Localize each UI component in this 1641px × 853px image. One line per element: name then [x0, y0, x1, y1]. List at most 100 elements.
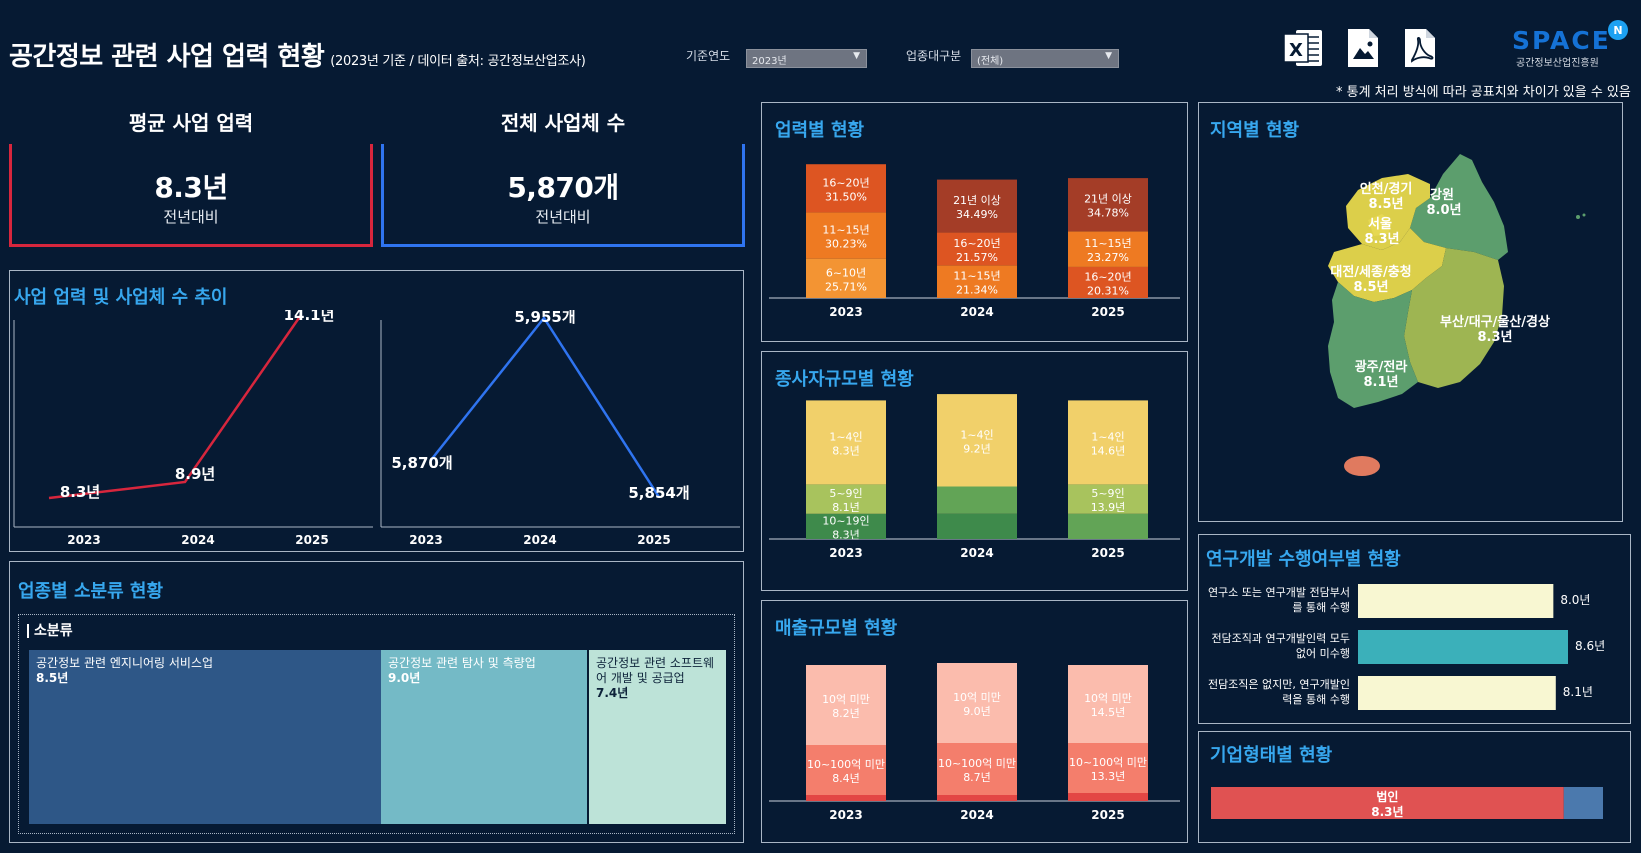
- excel-icon[interactable]: X: [1282, 27, 1324, 69]
- bar-segment-value: 31.50%: [825, 190, 867, 203]
- map-region-jeolla[interactable]: [1328, 282, 1418, 408]
- map-region-seoul[interactable]: [1368, 214, 1392, 236]
- bar-segment-value: 34.49%: [956, 208, 998, 221]
- rnd-bar-value: 8.1년: [1563, 685, 1593, 699]
- bar-segment[interactable]: [937, 265, 1017, 298]
- employees-chart: 202310~19인8.3년5~9인8.1년1~4인8.3년20241~4인9.…: [769, 394, 1180, 560]
- bar-segment[interactable]: [1068, 178, 1148, 232]
- treemap-cell-survey[interactable]: 공간정보 관련 탐사 및 측량업 9.0년: [381, 650, 587, 824]
- rnd-bar-value: 8.0년: [1560, 593, 1590, 607]
- page-title: 공간정보 관련 사업 업력 현황 (2023년 기준 / 데이터 출처: 공간정보…: [9, 36, 586, 73]
- trend-years-point-label: 8.9년: [175, 465, 215, 483]
- bar-segment[interactable]: [937, 486, 1017, 514]
- bar-segment[interactable]: [937, 743, 1017, 795]
- corp-bar-other[interactable]: [1563, 787, 1603, 819]
- bar-segment[interactable]: [1068, 484, 1148, 514]
- bar-segment[interactable]: [937, 394, 1017, 487]
- map-region-gangwon[interactable]: [1410, 154, 1508, 260]
- bar-segment[interactable]: [1068, 665, 1148, 743]
- history-title: 업력별 현황: [775, 120, 865, 141]
- bar-segment[interactable]: [806, 665, 886, 745]
- bar-segment-label: 1~4인: [829, 430, 862, 443]
- bar-year-label: 2023: [829, 808, 862, 822]
- page-subtitle: (2023년 기준 / 데이터 출처: 공간정보산업조사): [330, 54, 586, 69]
- rnd-bar[interactable]: [1358, 630, 1568, 664]
- map-label-seoul: 서울: [1368, 216, 1392, 232]
- bar-segment-label: 11~15년: [953, 270, 1000, 283]
- map-value-seoul: 8.3년: [1365, 232, 1400, 247]
- map-value-gyeongsang: 8.3년: [1478, 330, 1513, 345]
- bar-year-label: 2025: [1091, 305, 1124, 319]
- bar-segment-value: 8.1년: [832, 501, 860, 514]
- kpi-avg-header: 평균 사업 업력: [9, 102, 373, 144]
- bar-segment[interactable]: [1068, 400, 1148, 485]
- bar-segment[interactable]: [1068, 266, 1148, 298]
- bar-segment-label: 10억 미만: [822, 693, 870, 706]
- bar-segment[interactable]: [937, 513, 1017, 539]
- trend-panel: [9, 270, 744, 552]
- bar-segment[interactable]: [806, 400, 886, 485]
- bar-segment-label: 1~4인: [1091, 430, 1124, 443]
- pdf-icon[interactable]: [1403, 27, 1437, 69]
- logo: SPACE 공간정보산업진흥원 N: [1512, 20, 1632, 72]
- bar-segment[interactable]: [806, 484, 886, 514]
- kpi-count-header: 전체 사업체 수: [381, 102, 745, 144]
- bar-segment[interactable]: [1068, 743, 1148, 793]
- map-region-jeju[interactable]: [1344, 456, 1380, 476]
- rnd-bar[interactable]: [1358, 584, 1554, 618]
- bar-segment[interactable]: [806, 164, 886, 213]
- map-region-chungcheong[interactable]: [1328, 228, 1446, 302]
- bar-segment-value: 30.23%: [825, 238, 867, 251]
- cell-value: 7.4년: [596, 686, 629, 700]
- kpi-count-sub: 전년대비: [535, 208, 591, 226]
- image-icon[interactable]: [1346, 27, 1380, 69]
- map-region-gyeongsang[interactable]: [1404, 248, 1504, 388]
- industry-filter-dropdown[interactable]: (전체) ▼: [971, 49, 1119, 68]
- corp-bar-value: 8.3년: [1371, 805, 1403, 819]
- map-value-chungcheong: 8.5년: [1354, 280, 1389, 295]
- year-filter-dropdown[interactable]: 2023년 ▼: [746, 49, 867, 68]
- rnd-bar[interactable]: [1358, 676, 1556, 710]
- bar-segment[interactable]: [1068, 513, 1148, 539]
- cell-value: 9.0년: [388, 671, 421, 685]
- treemap-cell-engineering[interactable]: 공간정보 관련 엔지니어링 서비스업 8.5년: [29, 650, 381, 824]
- korea-map: 인천/경기 8.5년 강원 8.0년 서울 8.3년 대전/세종/충청 8.5년…: [1328, 154, 1586, 476]
- bar-segment[interactable]: [937, 179, 1017, 233]
- rnd-row-label: 연구소 또는 연구개발 전담부서: [1208, 586, 1350, 599]
- trend-years-line: [48, 314, 303, 500]
- corp-bar-label: 법인: [1376, 789, 1398, 804]
- bar-segment[interactable]: [806, 258, 886, 298]
- bar-segment[interactable]: [937, 795, 1017, 801]
- kpi-count-card: 5,870개 전년대비: [381, 144, 745, 247]
- map-label-chungcheong: 대전/세종/충청: [1330, 264, 1411, 280]
- trend-year-label: 2025: [637, 533, 670, 547]
- industry-panel: [9, 561, 744, 843]
- map-region-gyeonggi[interactable]: [1346, 174, 1430, 250]
- rnd-bar-value: 8.6년: [1575, 639, 1605, 653]
- bar-segment[interactable]: [806, 745, 886, 795]
- cell-name: 공간정보 관련 탐사 및 측량업: [388, 656, 536, 670]
- bar-segment[interactable]: [1068, 793, 1148, 801]
- trend-count-line: [430, 315, 661, 498]
- industry-filter-label: 업종대구분: [906, 49, 962, 63]
- corp-bar-corporate[interactable]: [1211, 787, 1564, 819]
- bar-segment-value: 34.78%: [1087, 207, 1129, 220]
- bar-year-label: 2025: [1091, 808, 1124, 822]
- employees-panel: [761, 351, 1188, 591]
- bar-year-label: 2024: [960, 546, 993, 560]
- title-text: 공간정보 관련 사업 업력 현황: [9, 42, 325, 72]
- bar-segment[interactable]: [806, 212, 886, 259]
- bar-segment[interactable]: [937, 232, 1017, 266]
- bar-segment[interactable]: [937, 663, 1017, 743]
- kpi-avg-sub: 전년대비: [163, 208, 219, 226]
- bar-segment[interactable]: [806, 513, 886, 539]
- chevron-down-icon: ▼: [1105, 51, 1112, 61]
- treemap-cell-software[interactable]: 공간정보 관련 소프트웨어 개발 및 공급업 7.4년: [589, 650, 726, 824]
- bar-segment-value: 14.5년: [1091, 706, 1126, 719]
- industry-filter-value: (전체): [977, 56, 1004, 67]
- bar-segment-label: 11~15년: [1084, 237, 1131, 250]
- bar-segment[interactable]: [1068, 231, 1148, 267]
- bar-segment-label: 5~9인: [1091, 487, 1124, 500]
- trend-year-label: 2023: [409, 533, 442, 547]
- bar-segment[interactable]: [806, 795, 886, 801]
